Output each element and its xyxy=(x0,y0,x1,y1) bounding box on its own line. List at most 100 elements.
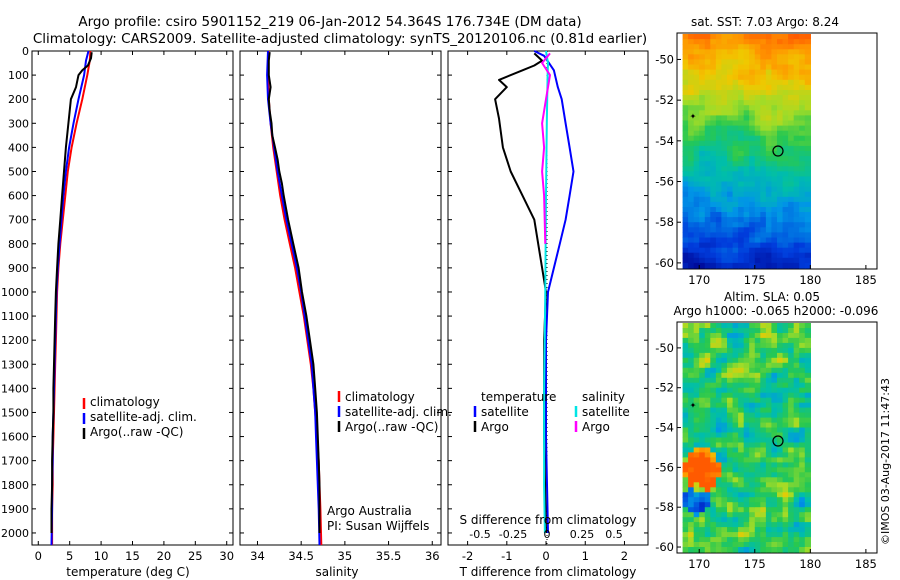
heatmap-cell xyxy=(682,100,689,106)
heatmap-cell xyxy=(727,176,734,183)
heatmap-cell xyxy=(743,532,750,538)
heatmap-cell xyxy=(793,39,800,45)
series-line-climatology xyxy=(51,50,92,545)
heatmap-cell xyxy=(765,537,773,543)
heatmap-cell xyxy=(688,387,695,394)
heatmap-cell xyxy=(704,432,711,439)
heatmap-cell xyxy=(771,237,778,244)
heatmap-cell xyxy=(727,262,734,269)
heatmap-cell xyxy=(682,447,689,454)
heatmap-cell xyxy=(682,125,689,132)
heatmap-cell xyxy=(777,542,784,548)
heatmap-cell xyxy=(699,140,706,147)
heatmap-cell xyxy=(704,100,711,106)
heatmap-cell xyxy=(788,247,795,254)
heatmap-cell xyxy=(782,232,789,239)
heatmap-cell xyxy=(754,412,761,419)
heatmap-cell xyxy=(715,252,723,259)
heatmap-cell xyxy=(693,161,700,167)
heatmap-cell xyxy=(688,452,695,458)
heatmap-cell xyxy=(804,69,811,76)
heatmap-cell xyxy=(699,100,706,106)
heatmap-cell xyxy=(693,522,700,528)
heatmap-cell xyxy=(743,64,750,71)
heatmap-cell xyxy=(771,79,778,86)
heatmap-cell xyxy=(727,347,734,354)
depth-tick-label: 1800 xyxy=(1,479,29,492)
heatmap-cell xyxy=(799,59,806,66)
heatmap-cell xyxy=(760,497,767,503)
heatmap-cell xyxy=(804,186,811,193)
legend-label-s-satellite: satellite xyxy=(582,405,630,419)
heatmap-cell xyxy=(699,105,706,111)
heatmap-cell xyxy=(799,54,806,60)
heatmap-cell xyxy=(688,367,695,374)
heatmap-cell xyxy=(699,402,706,409)
heatmap-cell xyxy=(793,337,800,344)
heatmap-cell xyxy=(710,64,717,71)
heatmap-cell xyxy=(710,79,717,86)
salinity-axes-frame xyxy=(239,50,442,546)
heatmap-cell xyxy=(799,427,806,434)
s-tick: 0.25 xyxy=(570,528,595,541)
series-line-argo xyxy=(494,52,547,534)
heatmap-cell xyxy=(721,110,728,116)
heatmap-cell xyxy=(793,59,800,66)
heatmap-cell xyxy=(693,156,700,162)
heatmap-cell xyxy=(727,140,734,147)
heatmap-cell xyxy=(804,156,811,162)
heatmap-cell xyxy=(804,382,811,389)
heatmap-cell xyxy=(760,422,767,429)
heatmap-cell xyxy=(693,232,700,239)
heatmap-cell xyxy=(777,323,784,329)
heatmap-cell xyxy=(721,482,728,488)
heatmap-cell xyxy=(688,145,695,152)
heatmap-cell xyxy=(749,95,756,101)
heatmap-cell xyxy=(804,342,811,349)
heatmap-cell xyxy=(688,537,695,543)
heatmap-cell xyxy=(699,497,706,503)
heatmap-cell xyxy=(804,522,811,528)
heatmap-cell xyxy=(699,537,706,543)
heatmap-cell xyxy=(699,237,706,244)
heatmap-cell xyxy=(738,387,745,394)
heatmap-cell xyxy=(693,407,700,414)
heatmap-cell xyxy=(799,357,806,364)
heatmap-cell xyxy=(765,186,773,193)
heatmap-cell xyxy=(688,140,695,147)
heatmap-cell xyxy=(804,247,811,254)
heatmap-cell xyxy=(754,422,761,429)
heatmap-cell xyxy=(804,115,811,122)
heatmap-cell xyxy=(732,79,739,86)
heatmap-cell xyxy=(743,462,750,468)
heatmap-cell xyxy=(693,502,700,508)
heatmap-cell xyxy=(688,462,695,468)
heatmap-cell xyxy=(777,39,784,45)
heatmap-cell xyxy=(682,212,689,218)
heatmap-cell xyxy=(760,417,767,424)
heatmap-cell xyxy=(727,247,734,254)
heatmap-cell xyxy=(699,64,706,71)
heatmap-cell xyxy=(727,407,734,414)
heatmap-cell xyxy=(754,95,761,101)
heatmap-cell xyxy=(749,323,756,329)
difference-axes-frame xyxy=(447,50,649,546)
heatmap-cell xyxy=(704,181,711,188)
heatmap-cell xyxy=(743,74,750,81)
heatmap-cell xyxy=(715,135,723,142)
heatmap-cell xyxy=(782,242,789,249)
heatmap-cell xyxy=(760,407,767,414)
heatmap-cell xyxy=(688,492,695,498)
heatmap-cell xyxy=(721,467,728,473)
heatmap-cell xyxy=(727,196,734,203)
heatmap-cell xyxy=(788,171,795,177)
heatmap-cell xyxy=(765,487,773,493)
heatmap-cell xyxy=(688,171,695,177)
heatmap-cell xyxy=(682,252,689,259)
heatmap-cell xyxy=(699,84,706,91)
heatmap-cell xyxy=(688,217,695,223)
heatmap-cell xyxy=(793,497,800,503)
heatmap-cell xyxy=(782,467,789,473)
heatmap-cell xyxy=(710,84,717,91)
temperature-axes-frame xyxy=(31,50,234,546)
